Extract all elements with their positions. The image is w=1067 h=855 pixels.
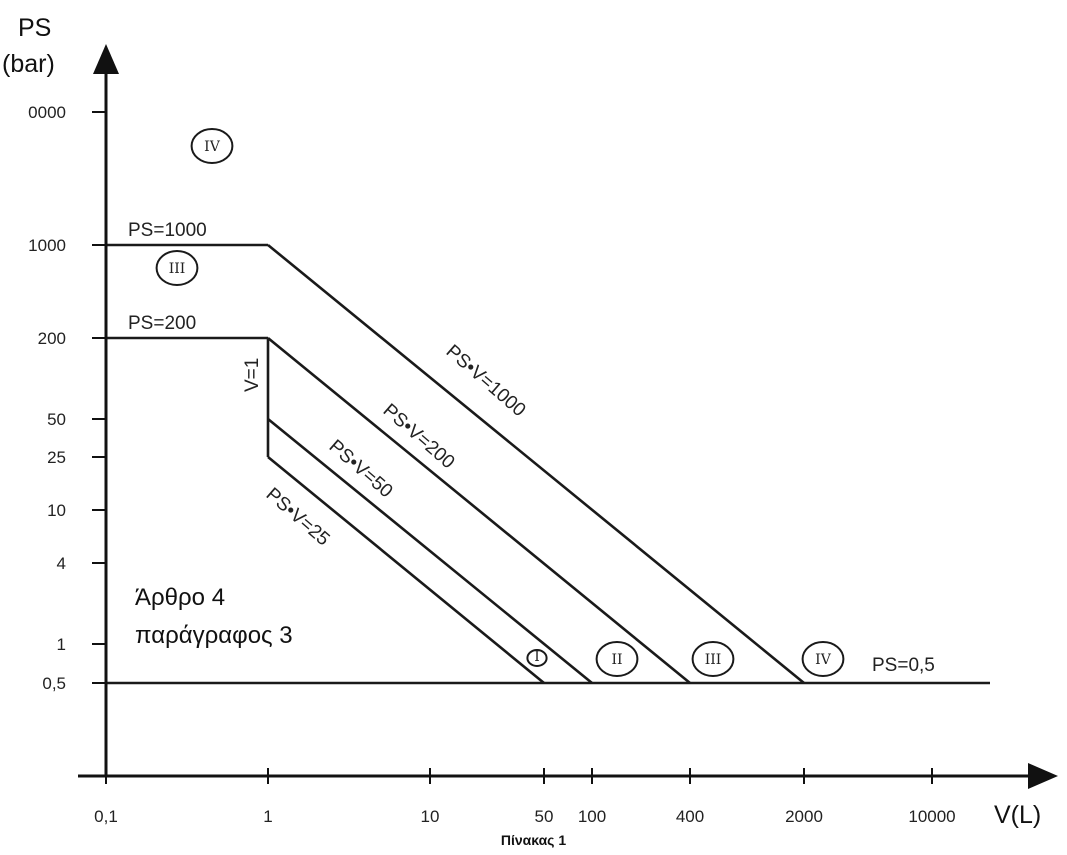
line-label-ps-0-5: PS=0,5 (872, 655, 935, 676)
y-tick-label: 200 (38, 329, 66, 348)
category-label: IV (815, 652, 832, 668)
category-mark-ii-3: II (595, 641, 639, 677)
category-mark-iv-0: IV (190, 128, 234, 164)
x-axis-arrow (1028, 763, 1058, 789)
category-circle (691, 641, 735, 677)
y-tick-label: 25 (47, 448, 66, 467)
category-mark-iii-4: III (691, 641, 735, 677)
y-axis-title-line-1: PS (18, 14, 51, 42)
category-mark-iv-5: IV (801, 641, 845, 677)
x-tick-label: 0,1 (94, 807, 118, 826)
category-label: III (169, 261, 186, 277)
line-label-ps-200: PS=200 (128, 313, 196, 334)
y-tick-label: 4 (57, 554, 66, 573)
category-circle (801, 641, 845, 677)
category-mark-i-2: I (526, 649, 548, 667)
line-label-v-1: V=1 (242, 358, 263, 392)
category-circle (526, 649, 548, 667)
line-label-ps-v-1000: PS•V=1000 (442, 341, 530, 421)
y-axis-arrow (93, 44, 119, 74)
series-line-ps-v-200 (267, 336, 691, 685)
figure-caption: Πίνακας 1 (500, 832, 567, 848)
category-label: III (705, 652, 722, 668)
x-tick-label: 100 (578, 807, 606, 826)
category-label: II (611, 652, 622, 668)
axes-layer (78, 44, 1058, 789)
y-tick-label: 1000 (28, 236, 66, 255)
category-label: I (534, 649, 540, 665)
y-tick-label: 50 (47, 410, 66, 429)
category-mark-iii-1: III (155, 250, 199, 286)
chart: 0,1 1 10 50 100 400 2000 10000 0,5 1 4 10 25 50 200 100… (2, 14, 1058, 829)
series-line-ps-v-1000 (267, 243, 805, 685)
series-line-ps-v-50 (267, 417, 593, 685)
category-circle (595, 641, 639, 677)
line-label-ps-v-25: PS•V=25 (262, 484, 334, 550)
line-label-ps-v-50: PS•V=50 (325, 436, 397, 502)
category-label: IV (204, 139, 221, 155)
x-tick-label: 1 (263, 807, 272, 826)
ticks-layer: 0,1 1 10 50 100 400 2000 10000 0,5 1 4 10 25 50 200 100… (28, 103, 955, 826)
lines-layer (106, 243, 990, 685)
annotation-line-1: Άρθρο 4 (135, 584, 225, 611)
x-tick-label: 10 (421, 807, 440, 826)
series-line-ps-v-25 (267, 455, 545, 685)
x-axis-title: V(L) (994, 801, 1041, 829)
x-tick-label: 50 (535, 807, 554, 826)
x-tick-label: 2000 (785, 807, 823, 826)
y-tick-label: 0000 (28, 103, 66, 122)
y-axis-title-line-2: (bar) (2, 50, 55, 78)
annotation-line-2: παράγραφος 3 (135, 622, 293, 649)
line-label-ps-1000: PS=1000 (128, 220, 207, 241)
y-tick-label: 10 (47, 501, 66, 520)
x-tick-label: 400 (676, 807, 704, 826)
y-tick-label: 1 (57, 635, 66, 654)
y-tick-label: 0,5 (42, 674, 66, 693)
category-circle (155, 250, 199, 286)
category-circle (190, 128, 234, 164)
x-tick-label: 10000 (908, 807, 955, 826)
